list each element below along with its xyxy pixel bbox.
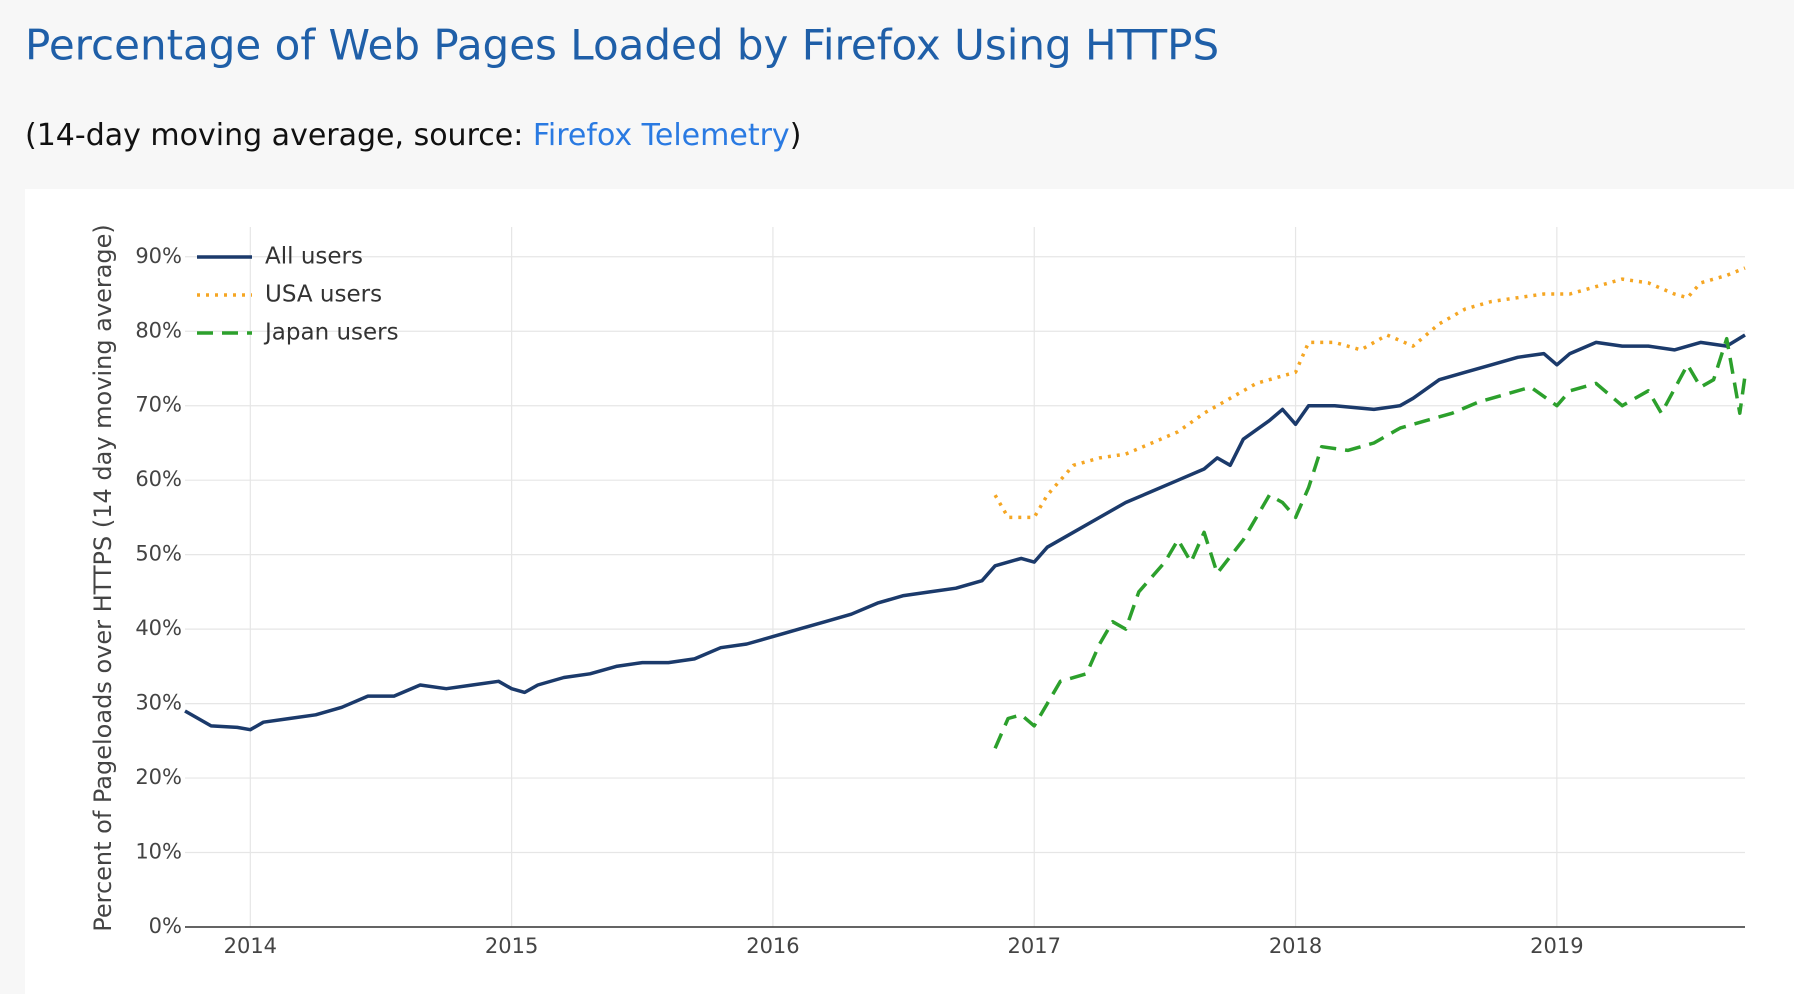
legend-label: Japan users bbox=[263, 320, 399, 346]
x-tick-label: 2019 bbox=[1530, 934, 1583, 958]
y-tick-label: 60% bbox=[135, 467, 182, 491]
legend-label: All users bbox=[265, 244, 363, 270]
y-tick-label: 10% bbox=[135, 840, 182, 864]
legend-label: USA users bbox=[265, 282, 382, 308]
y-tick-label: 0% bbox=[149, 914, 182, 938]
y-tick-label: 40% bbox=[135, 616, 182, 640]
series-line bbox=[993, 266, 1746, 520]
series-line bbox=[184, 333, 1746, 732]
x-tick-label: 2016 bbox=[746, 934, 799, 958]
chart-subtitle: (14-day moving average, source: Firefox … bbox=[25, 118, 801, 153]
y-tick-label: 20% bbox=[135, 765, 182, 789]
subtitle-text: (14-day moving average, source: bbox=[25, 118, 533, 153]
subtitle-text: ) bbox=[790, 118, 802, 153]
y-tick-label: 70% bbox=[135, 393, 182, 417]
x-tick-label: 2017 bbox=[1008, 934, 1061, 958]
x-tick-label: 2014 bbox=[224, 934, 277, 958]
chart-panel bbox=[25, 189, 1794, 994]
chart-title: Percentage of Web Pages Loaded by Firefo… bbox=[25, 21, 1219, 70]
series-line bbox=[993, 336, 1747, 749]
y-tick-label: 80% bbox=[135, 318, 182, 342]
x-tick-label: 2015 bbox=[485, 934, 538, 958]
source-link[interactable]: Firefox Telemetry bbox=[533, 118, 790, 153]
y-axis-label: Percent of Pageloads over HTTPS (14 day … bbox=[89, 224, 117, 932]
y-tick-label: 30% bbox=[135, 691, 182, 715]
y-tick-label: 90% bbox=[135, 244, 182, 268]
x-tick-label: 2018 bbox=[1269, 934, 1322, 958]
y-tick-label: 50% bbox=[135, 542, 182, 566]
